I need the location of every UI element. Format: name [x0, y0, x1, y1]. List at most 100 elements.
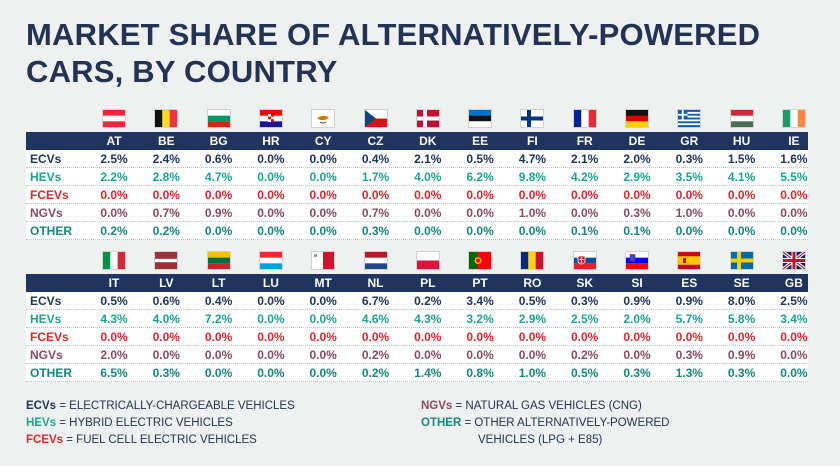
cell-ecvs-si: 0.9% — [623, 294, 651, 308]
cell-hevs-cz: 1.7% — [361, 170, 390, 184]
cell-fcevs-lt: 0.0% — [204, 330, 233, 344]
flag-icon-dk — [416, 110, 439, 127]
cell-ngvs-cz: 0.7% — [361, 206, 390, 220]
country-code-sk: SK — [576, 276, 594, 290]
flag-icon-de — [626, 110, 648, 127]
row-label: OTHER — [30, 366, 72, 380]
flag-icon-nl — [364, 252, 387, 269]
flag-icon-cz — [364, 110, 387, 127]
cell-ecvs-ro: 0.5% — [518, 294, 547, 308]
cell-ngvs-es: 0.3% — [675, 348, 703, 362]
cell-fcevs-fr: 0.0% — [571, 188, 599, 202]
cell-ecvs-it: 0.5% — [100, 294, 128, 308]
cell-other-hr: 0.0% — [257, 224, 285, 238]
cell-fcevs-lv: 0.0% — [152, 330, 180, 344]
table-row-fcevs: FCEVs 0.0% 0.0% 0.0% 0.0% 0.0% 0.0% 0.0% 0.0% 0.0… — [26, 186, 808, 204]
cell-other-es: 1.3% — [675, 366, 703, 380]
country-table-bottom: IT LV LT LU MT NL PL PT RO SK SI ES SE GB ECVs 0.5% 0.6%… — [26, 252, 808, 382]
cell-hevs-fi: 9.8% — [518, 170, 547, 184]
cell-ecvs-nl: 6.7% — [361, 294, 390, 308]
flag-icon-at — [103, 110, 125, 127]
country-code-si: SI — [631, 276, 643, 290]
cell-fcevs-at: 0.0% — [100, 188, 128, 202]
cell-hevs-nl: 4.6% — [361, 312, 390, 326]
country-code-hr: HR — [262, 134, 280, 148]
cell-other-bg: 0.0% — [204, 224, 233, 238]
cell-ngvs-de: 0.3% — [623, 206, 651, 220]
cell-hevs-gr: 3.5% — [675, 170, 703, 184]
cell-other-ee: 0.0% — [466, 224, 494, 238]
cell-other-sk: 0.5% — [571, 366, 599, 380]
flag-icon-lt — [207, 252, 230, 269]
country-code-pl: PL — [420, 276, 436, 290]
cell-other-cy: 0.0% — [309, 224, 337, 238]
legend-right: NGVs = NATURAL GAS VEHICLES (CNG) OTHER … — [421, 398, 669, 449]
country-code-gb: GB — [784, 276, 803, 290]
cell-fcevs-ro: 0.0% — [518, 330, 547, 344]
flag-icon-hr — [259, 110, 282, 127]
flag-icon-pl — [416, 252, 439, 269]
cell-hevs-es: 5.7% — [675, 312, 703, 326]
country-code-fr: FR — [576, 134, 593, 148]
flag-icon-fr — [573, 110, 596, 127]
cell-ecvs-mt: 0.0% — [309, 294, 337, 308]
cell-hevs-lu: 0.0% — [257, 312, 285, 326]
flag-icon-gr — [678, 110, 701, 127]
cell-ecvs-gb: 2.5% — [780, 294, 808, 308]
cell-ngvs-gr: 1.0% — [675, 206, 703, 220]
flag-icon-cy — [312, 110, 335, 127]
legend-item-ngvs: NGVs = NATURAL GAS VEHICLES (CNG) — [421, 400, 642, 412]
flag-icon-bg — [207, 110, 230, 127]
cell-hevs-sk: 2.5% — [571, 312, 599, 326]
flag-icon-hu — [730, 110, 753, 127]
cell-ngvs-cy: 0.0% — [309, 206, 337, 220]
cell-other-lv: 0.3% — [152, 366, 180, 380]
cell-fcevs-sk: 0.0% — [571, 330, 599, 344]
cell-ecvs-ee: 0.5% — [466, 152, 494, 166]
row-label: FCEVs — [30, 330, 69, 344]
country-code-ie: IE — [788, 134, 800, 148]
country-code-fi: FI — [527, 134, 538, 148]
cell-ngvs-it: 2.0% — [100, 348, 128, 362]
flag-icon-se — [730, 252, 753, 269]
cell-hevs-ee: 6.2% — [466, 170, 494, 184]
cell-other-ie: 0.0% — [780, 224, 808, 238]
cell-hevs-cy: 0.0% — [309, 170, 337, 184]
cell-fcevs-bg: 0.0% — [204, 188, 233, 202]
cell-ngvs-fr: 0.0% — [571, 206, 599, 220]
flag-icon-ie — [782, 110, 805, 127]
cell-hevs-hu: 4.1% — [727, 170, 756, 184]
flag-icon-sk — [573, 252, 596, 269]
country-code-es: ES — [681, 276, 698, 290]
cell-hevs-ro: 2.9% — [518, 312, 547, 326]
cell-ecvs-cy: 0.0% — [309, 152, 337, 166]
cell-fcevs-ee: 0.0% — [466, 188, 494, 202]
row-label: NGVs — [30, 348, 63, 362]
cell-ngvs-dk: 0.0% — [414, 206, 442, 220]
table-row-ngvs: NGVs 2.0% 0.0% 0.0% 0.0% 0.0% 0.2% 0.0% 0.0% 0.0%… — [26, 346, 808, 364]
flag-icon-ro — [521, 252, 544, 269]
cell-fcevs-pl: 0.0% — [414, 330, 442, 344]
cell-other-pt: 0.8% — [466, 366, 494, 380]
cell-fcevs-fi: 0.0% — [518, 188, 547, 202]
legend-item-hevs: HEVs = HYBRID ELECTRIC VEHICLES — [26, 417, 233, 429]
flag-icon-es — [678, 252, 701, 269]
table-row-hevs: HEVs 4.3% 4.0% 7.2% 0.0% 0.0% 4.6% 4.3% 3.2% 2.9%… — [26, 310, 808, 328]
cell-ngvs-ie: 0.0% — [780, 206, 808, 220]
row-label: FCEVs — [30, 188, 69, 202]
country-header-row: AT BE BG HR CY CZ DK EE FI FR DE GR HU IE — [26, 132, 808, 150]
page-title: MARKET SHARE OF ALTERNATIVELY-POWERED CA… — [26, 17, 761, 89]
table-row-fcevs: FCEVs 0.0% 0.0% 0.0% 0.0% 0.0% 0.0% 0.0% 0.0% 0.0… — [26, 328, 808, 346]
cell-fcevs-cy: 0.0% — [309, 188, 337, 202]
cell-hevs-mt: 0.0% — [309, 312, 337, 326]
table-row-ngvs: NGVs 0.0% 0.7% 0.9% 0.0% 0.0% 0.7% 0.0% 0.0% 1.0%… — [26, 204, 808, 222]
cell-other-lu: 0.0% — [257, 366, 285, 380]
cell-ecvs-fi: 4.7% — [518, 152, 547, 166]
cell-ecvs-hr: 0.0% — [257, 152, 285, 166]
cell-ecvs-se: 8.0% — [727, 294, 756, 308]
country-code-ro: RO — [523, 276, 542, 290]
country-code-dk: DK — [419, 134, 437, 148]
cell-ngvs-be: 0.7% — [152, 206, 180, 220]
flag-icon-lv — [155, 252, 178, 269]
cell-ngvs-ee: 0.0% — [466, 206, 494, 220]
